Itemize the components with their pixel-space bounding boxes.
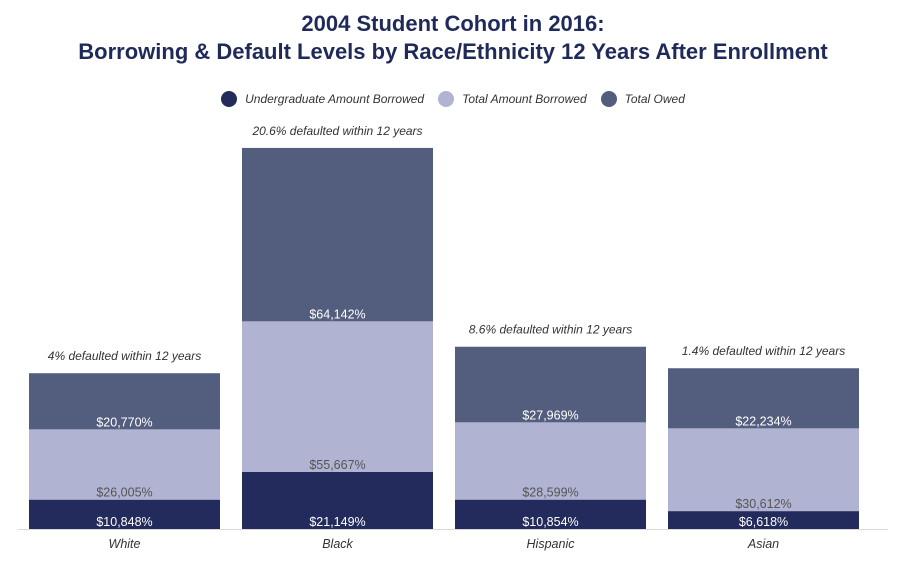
chart-title: 2004 Student Cohort in 2016: Borrowing &… xyxy=(0,10,906,66)
bar-segment-3-black xyxy=(242,147,433,322)
legend-item-total-owed: Total Owed xyxy=(600,91,685,107)
data-label: $10,854% xyxy=(522,515,578,529)
data-label: $28,599% xyxy=(522,486,578,500)
legend-label-total-owed: Total Owed xyxy=(624,92,685,106)
x-tick-label: Hispanic xyxy=(527,537,576,551)
data-label: $64,142% xyxy=(309,307,365,321)
default-annotation: 20.6% defaulted within 12 years xyxy=(251,124,422,138)
default-annotation: 1.4% defaulted within 12 years xyxy=(682,344,845,358)
bar-segment-2-black xyxy=(242,321,433,472)
x-tick-label: Asian xyxy=(747,537,779,551)
data-label: $27,969% xyxy=(522,408,578,422)
data-label: $10,848% xyxy=(96,515,152,529)
default-annotation: 4% defaulted within 12 years xyxy=(48,349,201,363)
bar-segment-3-white xyxy=(29,373,220,430)
bar-segment-1-asian xyxy=(668,511,859,529)
default-annotation: 8.6% defaulted within 12 years xyxy=(469,323,632,337)
data-label: $21,149% xyxy=(309,515,365,529)
bar-segment-2-hispanic xyxy=(455,422,646,500)
legend-label-undergraduate: Undergraduate Amount Borrowed xyxy=(245,92,425,106)
bar-segment-3-asian xyxy=(668,368,859,429)
x-tick-label: Black xyxy=(322,537,353,551)
legend-label-total-borrowed: Total Amount Borrowed xyxy=(462,92,587,106)
legend-item-total-borrowed: Total Amount Borrowed xyxy=(438,91,587,107)
data-label: $55,667% xyxy=(309,458,365,472)
bar-segment-2-asian xyxy=(668,428,859,512)
data-label: $30,612% xyxy=(735,497,791,511)
data-label: $6,618% xyxy=(739,515,788,529)
bar-segment-3-hispanic xyxy=(455,346,646,423)
chart-title-line-2: Borrowing & Default Levels by Race/Ethni… xyxy=(78,39,828,64)
legend-swatch-undergraduate xyxy=(221,91,238,107)
bar-segment-2-white xyxy=(29,429,220,500)
data-label: $20,770% xyxy=(96,415,152,429)
bar-segment-1-black xyxy=(242,471,433,529)
chart-title-line-1: 2004 Student Cohort in 2016: xyxy=(301,11,605,36)
legend-item-undergraduate: Undergraduate Amount Borrowed xyxy=(221,91,424,107)
x-tick-label: White xyxy=(109,537,141,551)
legend-swatch-total-owed xyxy=(600,91,617,107)
legend-swatch-total-borrowed xyxy=(438,91,455,107)
bar-segment-1-white xyxy=(29,499,220,529)
data-label: $22,234% xyxy=(735,414,791,428)
bar-segment-1-hispanic xyxy=(455,499,646,529)
data-label: $26,005% xyxy=(96,486,152,500)
chart-legend: Undergraduate Amount Borrowed Total Amou… xyxy=(0,91,906,107)
